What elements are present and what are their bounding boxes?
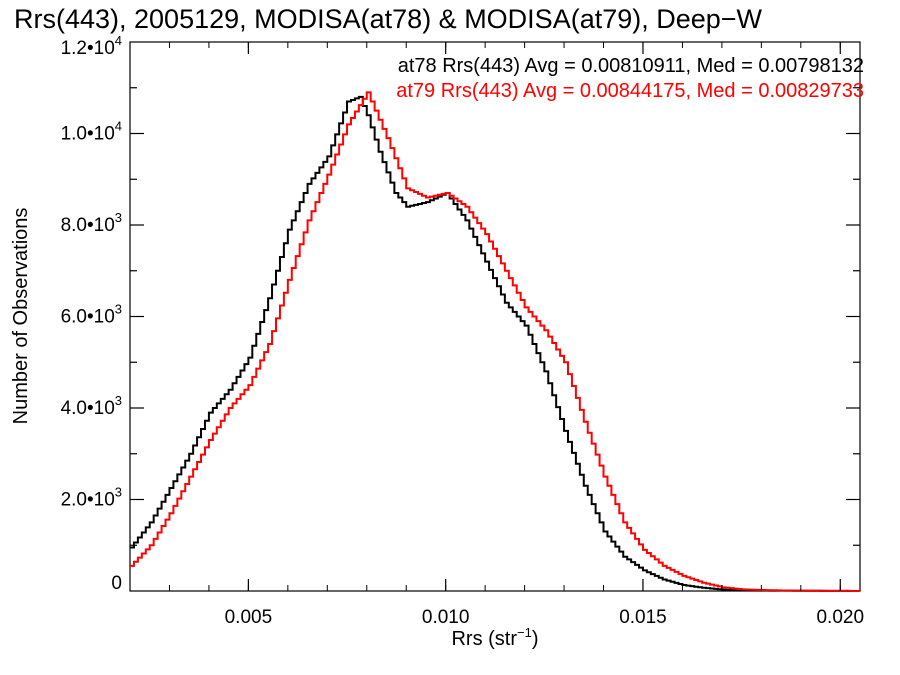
x-axis-title: Rrs (str−1) xyxy=(451,625,538,650)
y-axis-title: Number of Observations xyxy=(10,208,32,425)
series-layer xyxy=(130,91,861,592)
series-line-0 xyxy=(130,95,861,592)
series-line-1 xyxy=(130,91,861,592)
ticks-layer: 0.005 0.010 0.015 0.020 0 2.0•103 4.0•103 6.0•1… xyxy=(61,33,864,628)
y-tick-label: 0 xyxy=(111,573,122,594)
plot-frame xyxy=(129,41,861,592)
y-tick-label: 6.0•103 xyxy=(61,302,122,328)
y-tick-label: 1.0•104 xyxy=(61,119,122,145)
legend-entry-1: at79 Rrs(443) Avg = 0.00844175, Med = 0.… xyxy=(396,80,864,102)
chart-title: Rrs(443), 2005129, MODISA(at78) & MODISA… xyxy=(14,4,763,34)
y-tick-label: 4.0•103 xyxy=(61,393,122,419)
y-tick-label: 8.0•103 xyxy=(61,210,122,236)
legend: at78 Rrs(443) Avg = 0.00810911, Med = 0.… xyxy=(396,55,864,102)
plot-border xyxy=(129,41,861,592)
legend-entry-0: at78 Rrs(443) Avg = 0.00810911, Med = 0.… xyxy=(398,55,864,77)
y-tick-label: 1.2•104 xyxy=(61,33,122,59)
x-tick-label: 0.010 xyxy=(422,607,470,628)
x-tick-label: 0.015 xyxy=(619,607,667,628)
x-tick-label: 0.005 xyxy=(225,607,273,628)
x-tick-label: 0.020 xyxy=(816,607,864,628)
y-tick-label: 2.0•103 xyxy=(61,485,122,511)
